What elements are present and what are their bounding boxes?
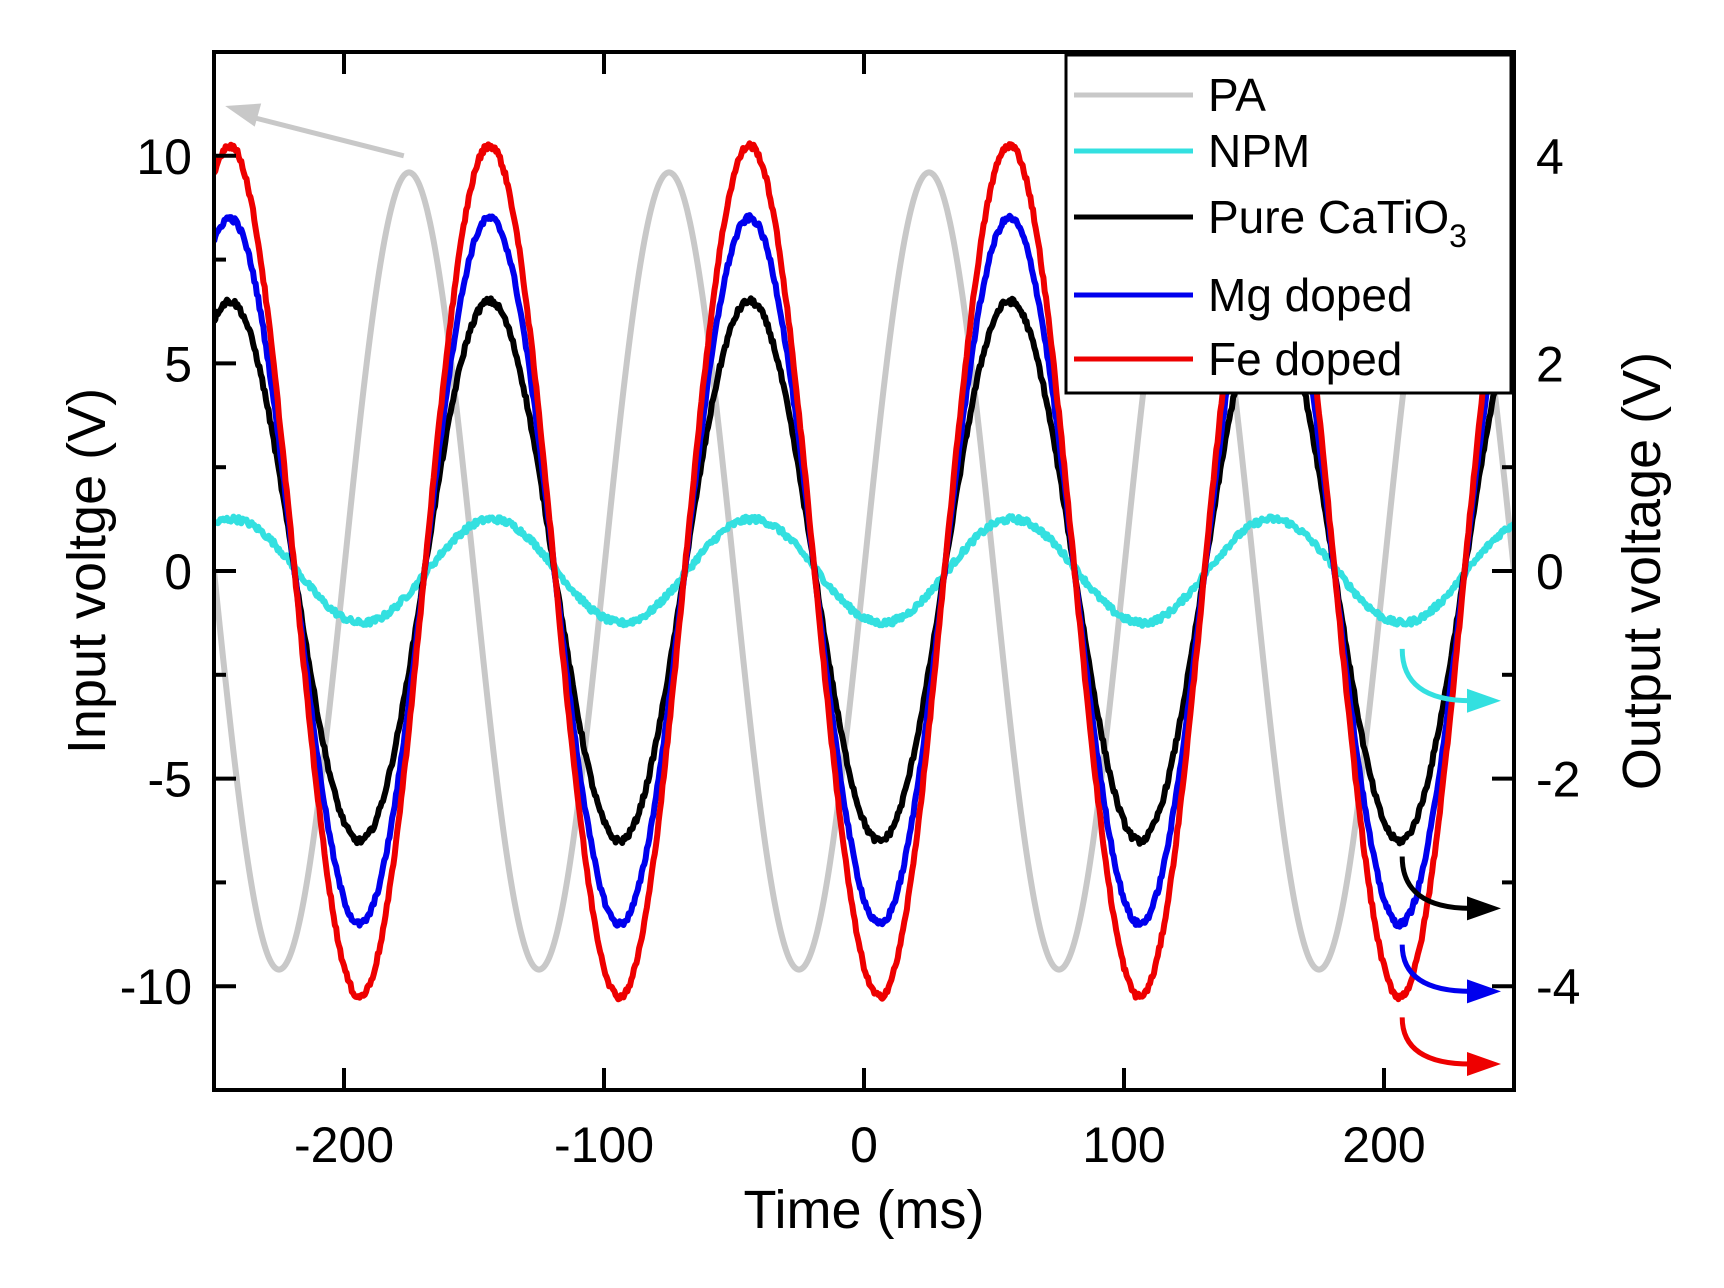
y-left-tick-label: -10 [120,959,192,1015]
arrow-head [1467,896,1501,921]
annotation-arrows [225,103,1501,1077]
legend-entry-mg-doped: Mg doped [1074,269,1413,321]
x-axis-title: Time (ms) [744,1180,985,1240]
series-line-pa [214,169,1514,973]
subscript-3: 3 [1449,218,1467,254]
y-right-tick-label: 0 [1536,544,1564,600]
legend-label-mg-doped: Mg doped [1208,269,1413,321]
arrow-head [1467,688,1501,713]
arrow-shaft [1399,856,1472,911]
y-left-tick-label: 10 [136,129,192,185]
x-tick-label: 0 [850,1117,878,1173]
y-right-tick-label: 2 [1536,336,1564,392]
legend-entry-pure-catio3: Pure CaTiO3 [1074,191,1467,254]
legend: PA NPM Pure CaTiO3 Mg doped Fe doped [1064,53,1513,395]
y-right-tick-label: -4 [1536,959,1580,1015]
x-tick-label: -100 [554,1117,654,1173]
legend-label-pure-catio3: Pure CaTiO3 [1208,191,1467,254]
label-layer: -200 -100 0 100 200 -10 -5 0 5 10 -4 -2 0 2 4 [120,129,1581,1173]
legend-entry-pa: PA [1074,69,1266,121]
arrow-head [1467,979,1501,1004]
y-axis-left-title: Input voltge (V) [57,388,117,754]
arrow-mg-doped [1399,944,1501,1004]
legend-label-npm: NPM [1208,125,1310,177]
arrow-shaft [246,113,405,159]
y-axis-right-title: Output voltage (V) [1612,352,1672,790]
y-left-tick-label: 5 [164,336,192,392]
arrow-fe-doped [1399,1017,1501,1077]
arrow-pure-catio3 [1399,856,1501,921]
legend-label-fe-doped: Fe doped [1208,333,1402,385]
y-left-tick-label: -5 [148,752,192,808]
x-tick-label: 200 [1342,1117,1425,1173]
arrow-npm [1399,648,1501,713]
arrow-head [225,103,262,127]
arrow-pa [225,103,405,159]
arrow-shaft [1399,648,1472,704]
arrow-head [1467,1052,1501,1077]
legend-label-pa: PA [1208,69,1266,121]
legend-entry-fe-doped: Fe doped [1074,333,1402,385]
x-tick-label: 100 [1082,1117,1165,1173]
series-line-npm [214,513,1514,629]
arrow-shaft [1399,1017,1472,1067]
arrow-shaft [1399,944,1472,994]
y-right-tick-label: 4 [1536,129,1564,185]
legend-box [1064,53,1513,395]
y-left-tick-label: 0 [164,544,192,600]
legend-entry-npm: NPM [1074,125,1310,177]
x-tick-label: -200 [294,1117,394,1173]
y-right-tick-label: -2 [1536,752,1580,808]
